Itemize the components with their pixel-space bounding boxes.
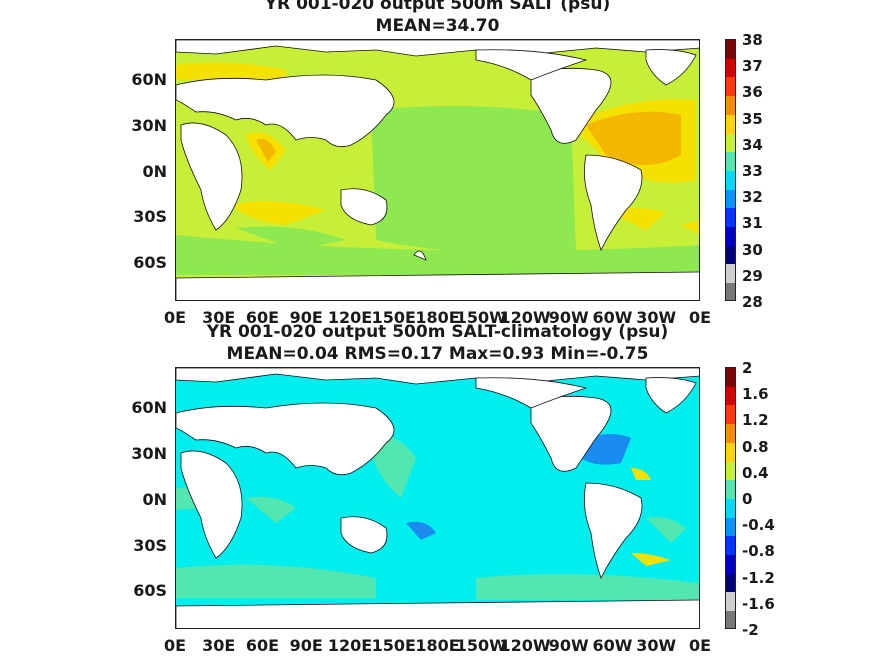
colorbar-tick-label: 28 xyxy=(742,293,763,311)
bottom-chart-title: YR 001-020 output 500m SALT-climatology … xyxy=(206,322,669,342)
colorbar-segment xyxy=(726,573,735,593)
colorbar-segment xyxy=(726,152,735,171)
xtick-label: 90W xyxy=(548,308,589,327)
xtick-label: 180E xyxy=(415,636,460,655)
top-ytick-label: 60N xyxy=(131,70,167,89)
colorbar-segment xyxy=(726,536,735,556)
top-ytick-label: 0N xyxy=(142,162,167,181)
xtick-label: 30E xyxy=(202,308,236,327)
xtick-label: 150E xyxy=(371,636,416,655)
xtick-label: 150W xyxy=(455,308,507,327)
bottom-ytick-label: 30N xyxy=(131,444,167,463)
colorbar-segment xyxy=(726,96,735,115)
colorbar-tick-label: -0.4 xyxy=(742,516,775,535)
colorbar-tick-label: -1.6 xyxy=(742,594,775,613)
xtick-label: 30E xyxy=(202,636,236,655)
colorbar-segment xyxy=(726,517,735,537)
xtick-label: 180E xyxy=(415,308,460,327)
colorbar-segment xyxy=(726,58,735,78)
colorbar-tick-label: -2 xyxy=(742,621,759,639)
colorbar-segment xyxy=(726,227,735,246)
colorbar-segment xyxy=(726,461,735,481)
colorbar-tick-label: 0.8 xyxy=(742,437,769,456)
bottom-map-svg xyxy=(176,368,699,628)
colorbar-tick-label: -1.2 xyxy=(742,568,775,587)
xtick-label: 90W xyxy=(548,636,589,655)
bottom-colorbar xyxy=(725,367,736,629)
colorbar-tick-label: 36 xyxy=(742,83,763,102)
xtick-label: 120E xyxy=(327,636,373,655)
xtick-label: 90E xyxy=(289,636,323,655)
bottom-ytick-label: 60S xyxy=(133,581,167,600)
colorbar-segment xyxy=(726,77,735,97)
xtick-label: 60W xyxy=(592,636,633,655)
colorbar-segment xyxy=(726,386,735,406)
colorbar-tick-label: -0.8 xyxy=(742,542,775,561)
colorbar-tick-label: 35 xyxy=(742,109,763,128)
colorbar-segment xyxy=(726,245,735,265)
colorbar-segment xyxy=(726,480,735,499)
colorbar-tick-label: 2 xyxy=(742,359,753,377)
xtick-label: 0E xyxy=(688,308,712,327)
colorbar-segment xyxy=(726,264,735,284)
colorbar-segment xyxy=(726,442,735,462)
colorbar-segment xyxy=(726,208,735,228)
bottom-ytick-label: 0N xyxy=(142,490,167,509)
xtick-label: 30W xyxy=(636,636,677,655)
top-ytick-label: 30N xyxy=(131,116,167,135)
colorbar-tick-label: 29 xyxy=(742,266,763,285)
xtick-label: 0E xyxy=(163,636,187,655)
top-map-svg xyxy=(176,40,699,300)
xtick-label: 120W xyxy=(499,636,551,655)
colorbar-segment xyxy=(726,555,735,574)
colorbar-segment xyxy=(726,133,735,153)
colorbar-segment xyxy=(726,405,735,425)
bottom-anomaly-map xyxy=(175,367,700,629)
colorbar-segment xyxy=(726,170,735,190)
colorbar-tick-label: 1.2 xyxy=(742,411,769,430)
xtick-label: 60E xyxy=(245,308,280,327)
colorbar-tick-label: 1.6 xyxy=(742,385,769,404)
colorbar-tick-label: 33 xyxy=(742,162,763,180)
xtick-label: 150E xyxy=(371,308,416,327)
xtick-label: 120W xyxy=(499,308,551,327)
top-ytick-label: 30S xyxy=(133,207,167,226)
colorbar-tick-label: 0.4 xyxy=(742,463,769,482)
colorbar-segment xyxy=(726,114,735,134)
bottom-chart-subtitle: MEAN=0.04 RMS=0.17 Max=0.93 Min=-0.75 xyxy=(226,344,649,364)
colorbar-tick-label: 37 xyxy=(742,57,763,76)
colorbar-segment xyxy=(726,592,735,612)
colorbar-tick-label: 32 xyxy=(742,188,763,207)
xtick-label: 0E xyxy=(163,308,187,327)
top-chart-subtitle: MEAN=34.70 xyxy=(375,16,500,36)
colorbar-tick-label: 31 xyxy=(742,214,763,233)
colorbar-tick-label: 38 xyxy=(742,31,763,49)
colorbar-tick-label: 0 xyxy=(742,490,753,508)
colorbar-tick-label: 30 xyxy=(742,240,763,259)
colorbar-tick-label: 34 xyxy=(742,135,763,154)
colorbar-segment xyxy=(726,283,735,300)
top-chart-title: YR 001-020 output 500m SALT (psu) xyxy=(264,0,611,14)
xtick-label: 60E xyxy=(245,636,280,655)
colorbar-segment xyxy=(726,368,735,387)
top-colorbar xyxy=(725,39,736,301)
top-ytick-label: 60S xyxy=(133,253,167,272)
xtick-label: 0E xyxy=(688,636,712,655)
xtick-label: 90E xyxy=(289,308,323,327)
bottom-ytick-label: 60N xyxy=(131,398,167,417)
colorbar-segment xyxy=(726,40,735,59)
top-salinity-map xyxy=(175,39,700,301)
xtick-label: 60W xyxy=(592,308,633,327)
colorbar-segment xyxy=(726,498,735,518)
xtick-label: 30W xyxy=(636,308,677,327)
xtick-label: 150W xyxy=(455,636,507,655)
colorbar-segment xyxy=(726,189,735,209)
colorbar-segment xyxy=(726,424,735,443)
colorbar-segment xyxy=(726,611,735,628)
bottom-ytick-label: 30S xyxy=(133,536,167,555)
xtick-label: 120E xyxy=(327,308,373,327)
